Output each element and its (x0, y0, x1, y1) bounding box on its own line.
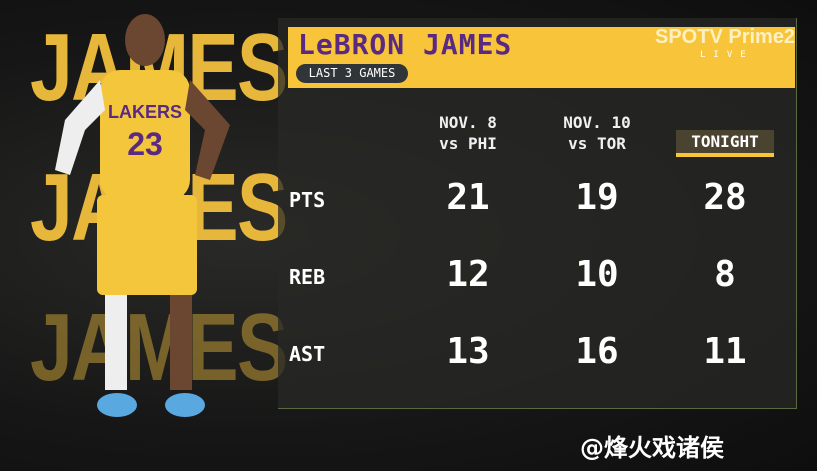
jersey-team: LAKERS (108, 102, 182, 122)
stat-value: 21 (446, 177, 490, 218)
live-label: LIVE (700, 50, 754, 60)
watermark: @烽火戏诸侯 (580, 434, 724, 462)
last-games-badge: LAST 3 GAMES (296, 64, 408, 83)
column-header: NOV. 8 vs PHI (408, 112, 528, 154)
stat-value: 12 (446, 254, 490, 295)
stat-value: 13 (446, 331, 490, 372)
game-date: NOV. 10 (563, 113, 631, 132)
bg-text: JAMES (30, 294, 288, 401)
game-opponent: vs PHI (439, 134, 497, 153)
game-opponent: vs TOR (568, 134, 626, 153)
stat-label: AST (289, 342, 326, 366)
stat-value: 16 (575, 331, 619, 372)
game-date: NOV. 8 (439, 113, 497, 132)
jersey-number: 23 (127, 126, 163, 162)
player-image: LAKERS 23 (55, 14, 230, 417)
stat-value: 11 (703, 331, 747, 372)
stat-value: 19 (575, 177, 619, 218)
column-header: NOV. 10 vs TOR (537, 112, 657, 154)
stat-value: 10 (575, 254, 619, 295)
tonight-header: TONIGHT (676, 130, 774, 157)
broadcaster-logo: SPOTV Prime2 (655, 26, 796, 48)
stat-label: REB (289, 265, 326, 289)
stat-label: PTS (289, 188, 326, 212)
stat-value: 28 (703, 177, 747, 218)
stat-value: 8 (714, 254, 736, 295)
player-name: LeBRON JAMES (298, 28, 513, 61)
